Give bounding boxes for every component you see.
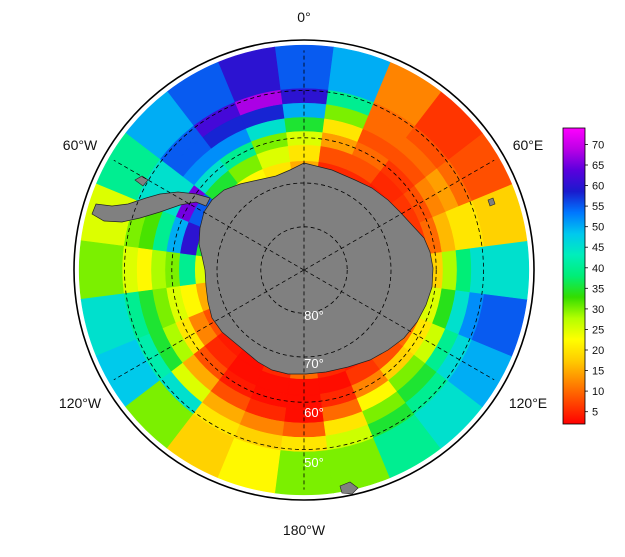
lat-label-80: 80° <box>304 308 324 323</box>
heatmap-cell <box>217 437 281 494</box>
colorbar-tick-label: 35 <box>592 283 604 295</box>
colorbar-scale <box>562 127 586 425</box>
colorbar-tick-label: 65 <box>592 160 604 172</box>
lat-label-50: 50° <box>304 455 324 470</box>
heatmap-cell <box>441 249 458 291</box>
latitude-labels: 80° 70° 60° 50° <box>304 308 324 470</box>
new-zealand-subantarctic-island <box>339 481 359 495</box>
colorbar-tick-label: 20 <box>592 345 604 357</box>
lon-label-120w: 120°W <box>59 395 102 411</box>
meridian-line <box>304 159 495 271</box>
heatmap-cell <box>178 253 196 287</box>
colorbar-tick-label: 55 <box>592 201 604 213</box>
longitude-labels: 0° 60°E 120°E 180°W 120°W 60°W <box>59 9 547 538</box>
colorbar: 5 10 15 20 25 30 35 40 45 50 55 60 65 70 <box>562 127 604 425</box>
meridian-line <box>113 159 304 271</box>
heatmap-cell <box>150 249 167 291</box>
antarctic-peninsula-shape <box>91 191 211 223</box>
lon-label-120e: 120°E <box>509 395 547 411</box>
colorbar-tick-label: 60 <box>592 181 604 193</box>
map-outline <box>73 39 535 501</box>
colorbar-tick-label: 30 <box>592 304 604 316</box>
heatmap-cell <box>78 240 124 300</box>
colorbar-tick-label: 10 <box>592 386 604 398</box>
meridian-line <box>304 269 495 381</box>
heatmap-cell <box>455 247 472 293</box>
lat-label-60: 60° <box>304 405 324 420</box>
colorbar-tick-label: 50 <box>592 222 604 234</box>
colorbar-tick-label: 15 <box>592 366 604 378</box>
latitude-circle <box>171 137 437 403</box>
graticule <box>113 50 495 490</box>
antarctica-landmass <box>91 162 496 495</box>
lon-label-60w: 60°W <box>63 137 98 153</box>
heatmap-cell <box>279 87 329 105</box>
kerguelen-island <box>487 197 496 207</box>
lon-label-180w: 180°W <box>283 522 326 538</box>
colorbar-tick-label: 5 <box>592 407 598 419</box>
colorbar-tick-label: 40 <box>592 263 604 275</box>
meridian-line <box>113 269 304 381</box>
lon-label-60e: 60°E <box>513 137 544 153</box>
latitude-circle <box>124 90 484 450</box>
heatmap-cell <box>484 240 530 300</box>
colorbar-ticks: 5 10 15 20 25 30 35 40 45 50 55 60 65 70 <box>585 139 604 419</box>
colorbar-tick-label: 45 <box>592 242 604 254</box>
heatmap-cell <box>136 247 153 293</box>
colorbar-tick-label: 70 <box>592 139 604 151</box>
lon-label-0: 0° <box>297 9 310 25</box>
colorbar-tick-label: 25 <box>592 324 604 336</box>
lat-label-70: 70° <box>304 356 324 371</box>
antarctica-shape <box>198 162 434 375</box>
